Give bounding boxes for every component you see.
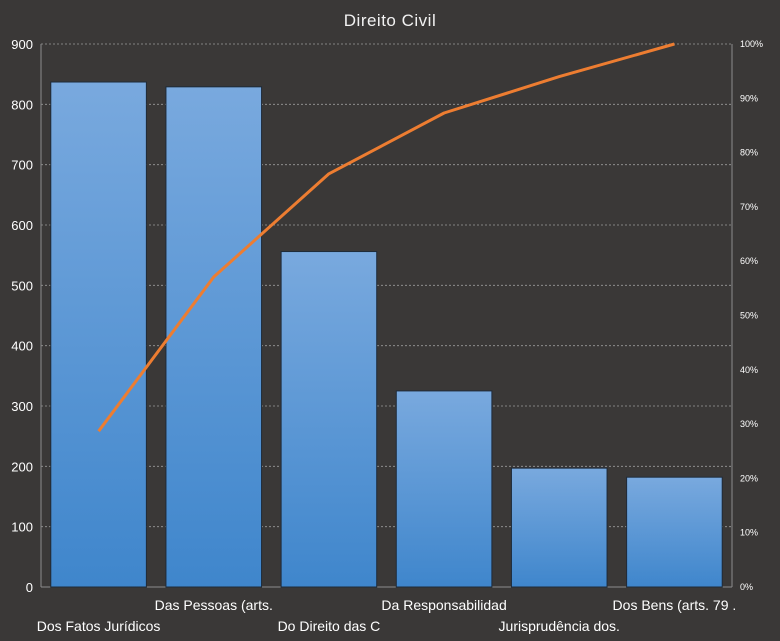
y2-tick-label: 60% xyxy=(740,256,758,266)
y2-tick-label: 50% xyxy=(740,311,758,321)
bar xyxy=(50,81,147,588)
cumulative-line xyxy=(97,42,675,433)
y-tick-label: 800 xyxy=(11,97,33,112)
y2-tick-label: 90% xyxy=(740,93,758,103)
y2-tick-label: 100% xyxy=(740,39,763,49)
y2-tick-label: 0% xyxy=(740,582,753,592)
bar xyxy=(165,86,263,588)
x-tick-label: Das Pessoas (arts. xyxy=(155,597,273,613)
chart-title: Direito Civil xyxy=(344,11,436,30)
x-tick-label: Dos Bens (arts. 79 . xyxy=(613,597,737,613)
y-tick-label: 500 xyxy=(11,278,33,293)
x-tick-label: Dos Fatos Jurídicos xyxy=(37,618,161,634)
y2-tick-label: 20% xyxy=(740,473,758,483)
bar xyxy=(280,251,378,588)
y-axis-left: 0 100 200 300 400 500 600 700 800 900 xyxy=(11,37,732,595)
y2-tick-label: 40% xyxy=(740,365,758,375)
grid-lines xyxy=(41,43,732,528)
y-tick-label: 100 xyxy=(11,520,33,535)
y-tick-label: 600 xyxy=(11,218,33,233)
x-tick-label: Jurisprudência dos. xyxy=(499,618,620,634)
bar xyxy=(395,390,493,588)
bar xyxy=(626,476,723,588)
y-tick-label: 300 xyxy=(11,399,33,414)
y2-tick-label: 10% xyxy=(740,528,758,538)
x-axis-labels: Dos Fatos Jurídicos Das Pessoas (arts. Do … xyxy=(37,597,737,634)
y-tick-label: 400 xyxy=(11,339,33,354)
y-axis-right: 0% 10% 20% 30% 40% 50% 60% 70% 80% 90% 100% xyxy=(731,39,763,592)
y2-tick-label: 30% xyxy=(740,419,758,429)
y-tick-label: 0 xyxy=(26,580,33,595)
y2-tick-label: 70% xyxy=(740,202,758,212)
y-tick-label: 900 xyxy=(11,37,33,52)
y2-tick-label: 80% xyxy=(740,148,758,158)
x-tick-label: Da Responsabilidad xyxy=(381,597,506,613)
y-tick-label: 200 xyxy=(11,459,33,474)
x-tick-label: Do Direito das C xyxy=(278,618,381,634)
bar xyxy=(510,467,608,588)
cumulative-line-series xyxy=(97,42,675,433)
bar-series xyxy=(50,81,723,588)
y-tick-label: 700 xyxy=(11,158,33,173)
